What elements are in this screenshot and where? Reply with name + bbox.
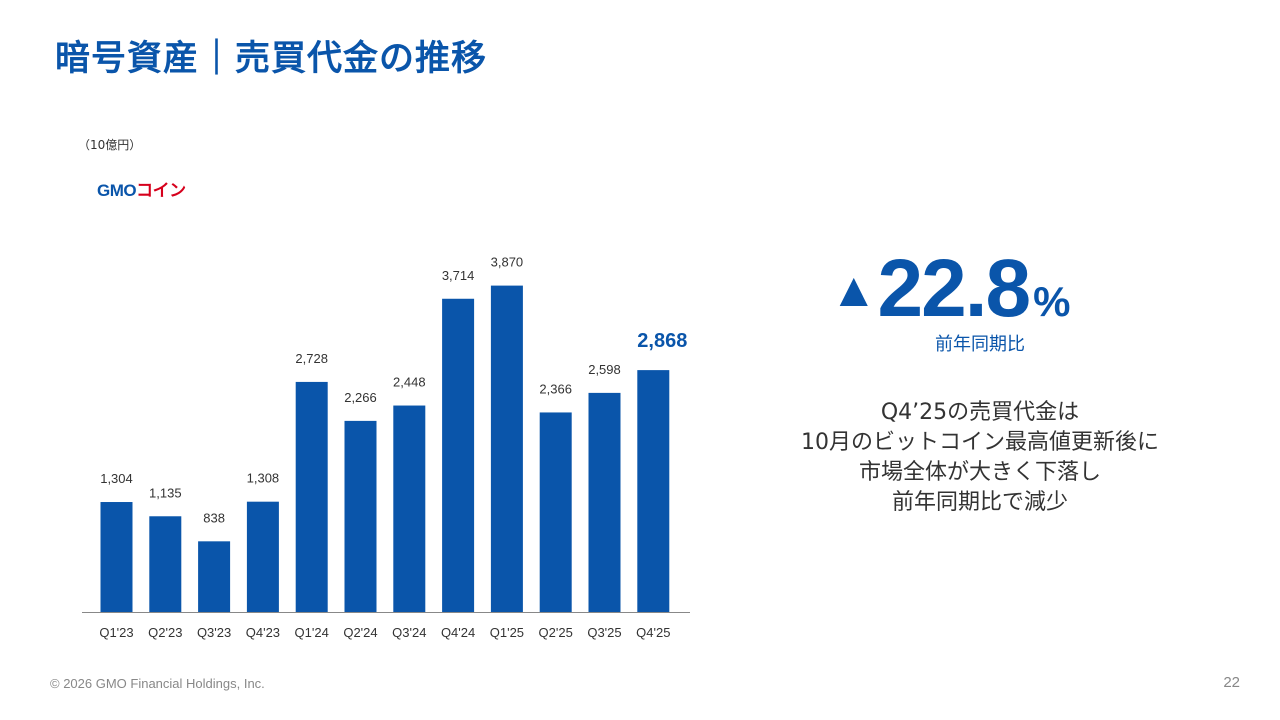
x-tick-label: Q3'23 (197, 625, 231, 640)
bar (442, 298, 475, 612)
yoy-change-label: 前年同期比 (935, 334, 1025, 355)
bar (149, 516, 182, 612)
bar (588, 392, 621, 612)
x-tick-label: Q4'23 (246, 625, 280, 640)
unit-label: （10億円） (78, 138, 142, 152)
yoy-change-percent: % (1033, 278, 1071, 325)
bar (490, 285, 523, 612)
bar (246, 501, 279, 612)
bar-value-label: 2,598 (588, 362, 621, 377)
trading-volume-bar-chart: 1,304 Q1'23 1,135 Q2'23 838 Q3'23 1,308 Q4'23 2,… (82, 255, 690, 640)
bar-value-label: 2,366 (539, 381, 572, 396)
x-tick-label: Q3'24 (392, 625, 426, 640)
bar-value-label: 3,870 (491, 255, 524, 270)
commentary-line: 10月のビットコイン最高値更新後に (801, 430, 1159, 455)
commentary-line: 市場全体が大きく下落し (858, 460, 1101, 485)
bar-value-label: 1,304 (100, 471, 133, 486)
commentary-line: 前年同期比で減少 (891, 490, 1068, 515)
gmo-coin-logo: GMOコイン (97, 176, 186, 201)
commentary-line: Q4’25の売買代金は (880, 400, 1080, 425)
x-tick-label: Q2'24 (343, 625, 377, 640)
x-tick-label: Q4'25 (636, 625, 670, 640)
yoy-change: ▲22.8% (830, 248, 1070, 330)
x-tick-label: Q4'24 (441, 625, 475, 640)
bar-value-label: 2,448 (393, 375, 426, 390)
bar-value-label: 2,728 (295, 351, 328, 366)
x-tick-label: Q1'25 (490, 625, 524, 640)
x-tick-label: Q1'24 (295, 625, 329, 640)
bar (637, 370, 670, 612)
bar-value-label: 2,868 (637, 330, 687, 352)
x-tick-label: Q2'23 (148, 625, 182, 640)
bar (100, 502, 133, 612)
x-tick-label: Q1'23 (99, 625, 133, 640)
down-triangle-icon: ▲ (830, 264, 878, 317)
bar (295, 381, 328, 612)
bar (344, 420, 377, 612)
bar-value-label: 838 (203, 510, 225, 525)
page-title: 暗号資産｜売買代金の推移 (55, 39, 488, 79)
page-number: 22 (1223, 674, 1240, 691)
bar-value-label: 3,714 (442, 268, 475, 283)
bar-value-label: 2,266 (344, 390, 377, 405)
logo-coin-text: コイン (136, 181, 186, 200)
bar-value-label: 1,135 (149, 485, 182, 500)
bar (393, 405, 426, 612)
copyright: © 2026 GMO Financial Holdings, Inc. (50, 676, 265, 691)
logo-gmo-text: GMO (97, 181, 137, 200)
bar (198, 541, 231, 612)
commentary: Q4’25の売買代金は 10月のビットコイン最高値更新後に 市場全体が大きく下落… (760, 398, 1200, 518)
yoy-change-value: 22.8 (877, 243, 1032, 334)
x-tick-label: Q2'25 (539, 625, 573, 640)
x-tick-label: Q3'25 (587, 625, 621, 640)
bar (539, 412, 572, 612)
bar-value-label: 1,308 (247, 471, 280, 486)
